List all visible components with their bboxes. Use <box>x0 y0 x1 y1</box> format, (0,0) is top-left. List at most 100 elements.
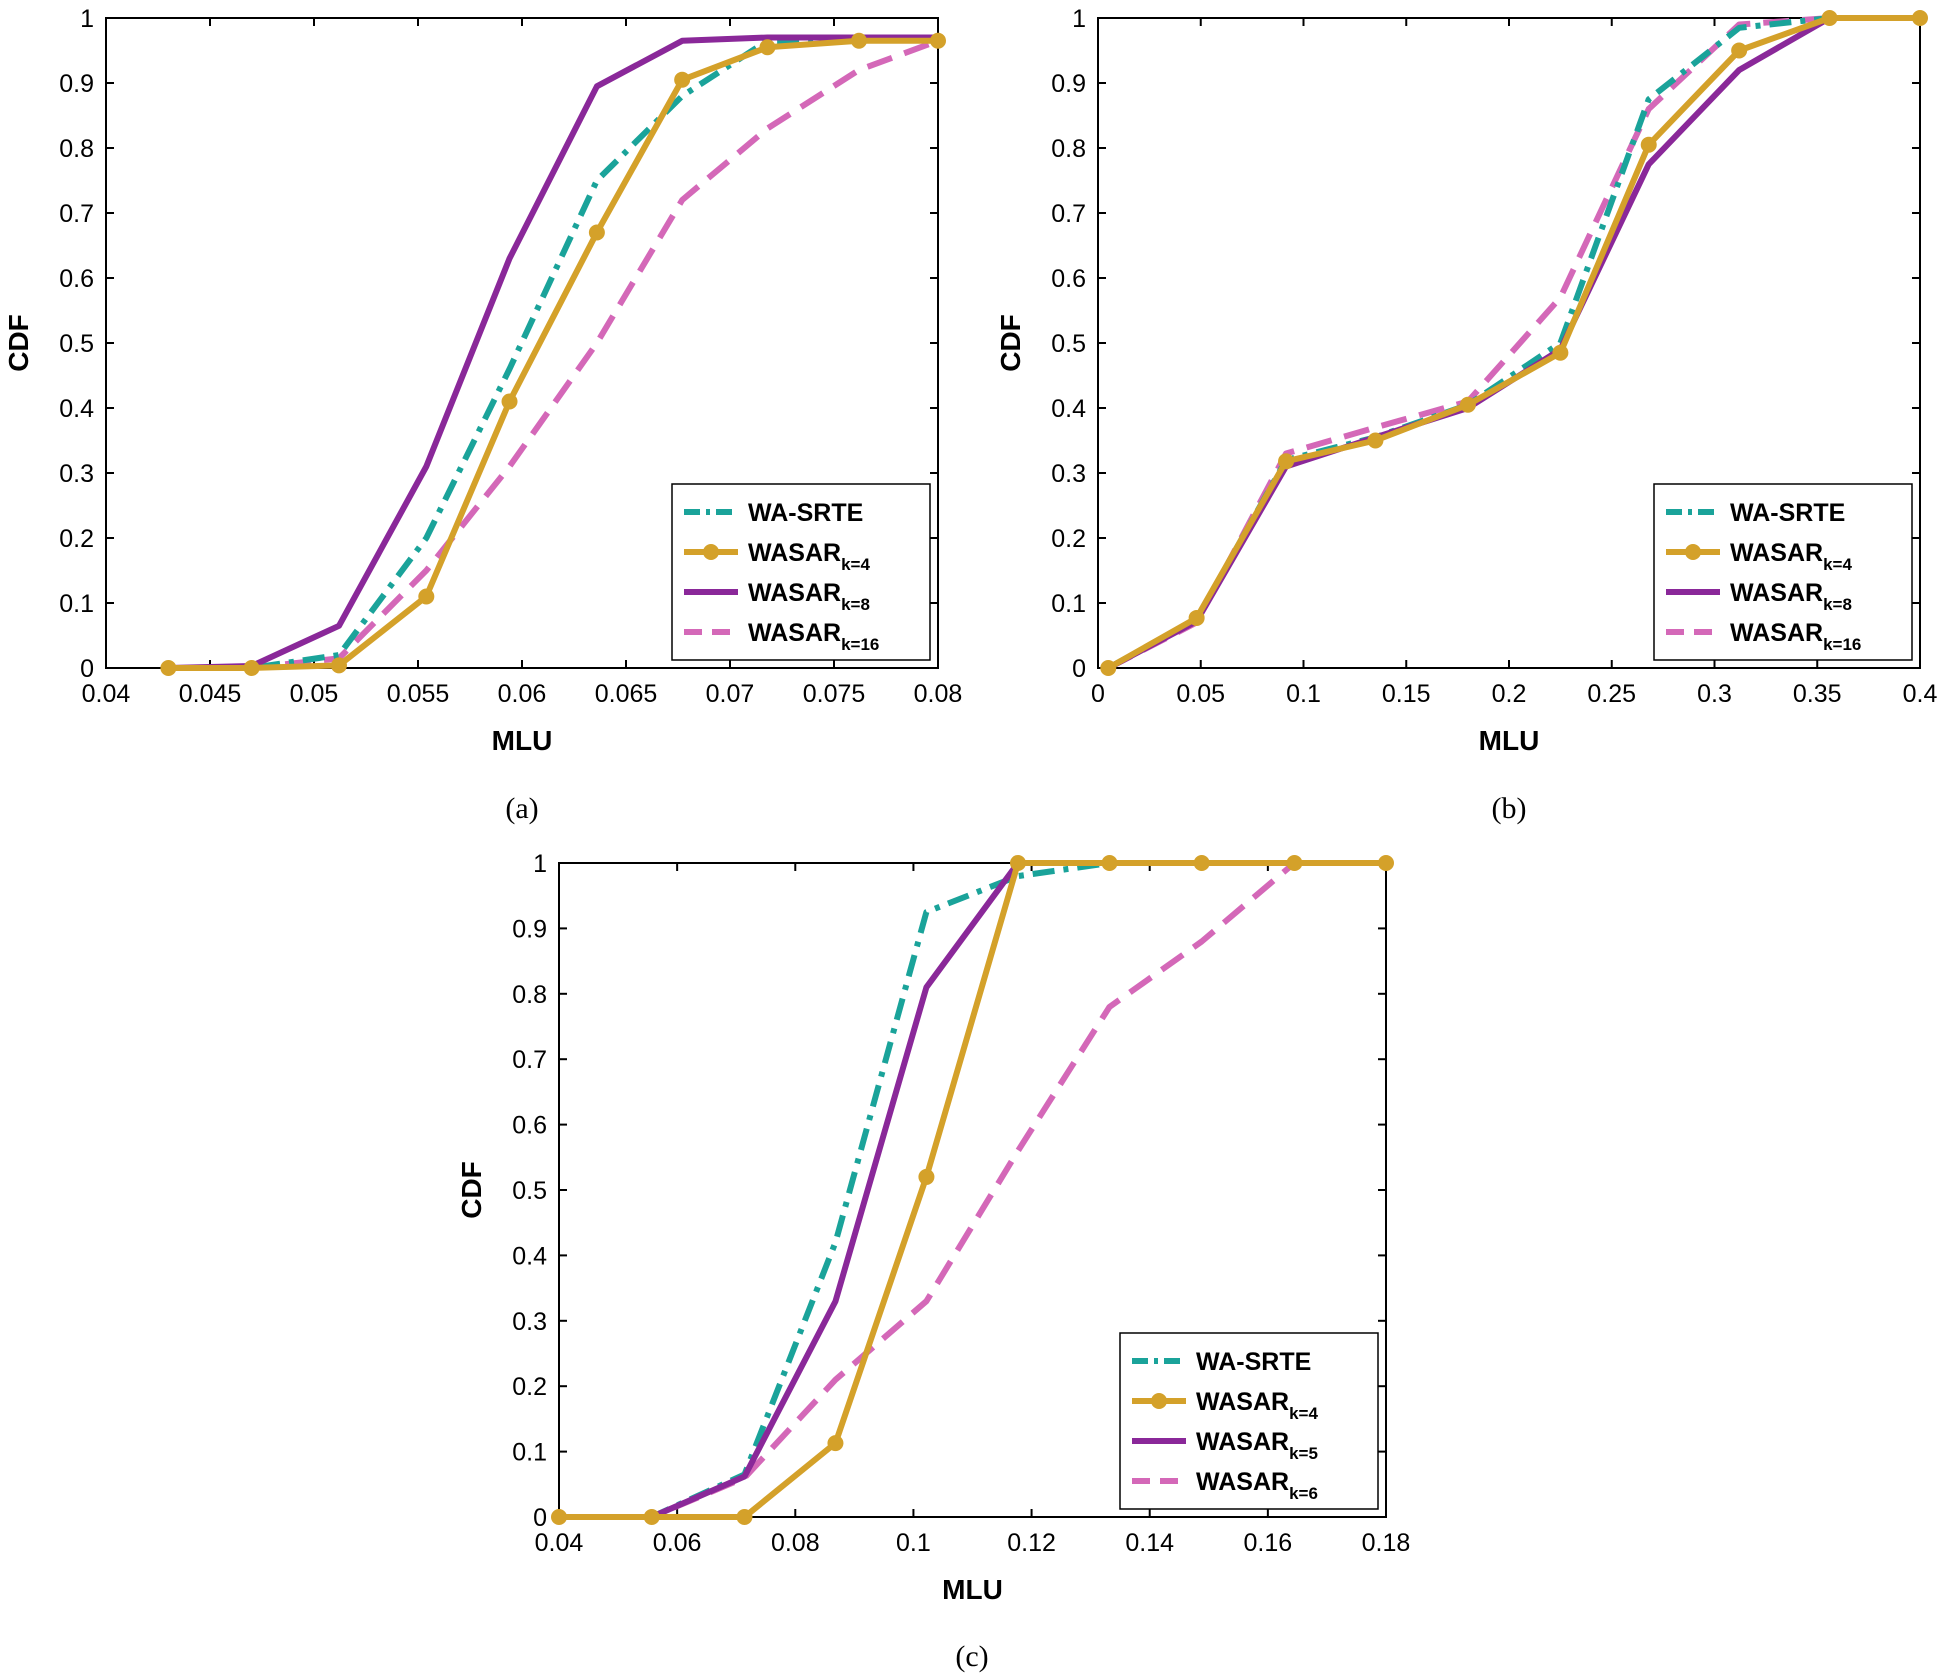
legend-subscript: k=6 <box>1289 1484 1318 1503</box>
series-marker <box>1912 10 1928 26</box>
series-marker <box>1367 432 1384 449</box>
x-axis-title: MLU <box>942 1574 1003 1605</box>
y-tick-label: 0.3 <box>1051 460 1086 488</box>
series-marker <box>1459 396 1476 413</box>
series-marker <box>1286 855 1303 871</box>
x-tick-label: 0.16 <box>1244 1529 1293 1557</box>
x-tick-label: 0.08 <box>771 1529 820 1557</box>
x-tick-label: 0.18 <box>1362 1529 1411 1557</box>
y-tick-label: 0.9 <box>512 915 547 943</box>
series-marker <box>1821 10 1838 26</box>
y-tick-label: 0.8 <box>59 135 94 163</box>
y-tick-label: 0.1 <box>59 590 94 618</box>
x-tick-label: 0.045 <box>179 680 242 708</box>
y-tick-label: 0.4 <box>512 1242 547 1270</box>
series-line-wasar-k-4 <box>1106 15 1920 671</box>
x-tick-label: 0.05 <box>290 680 339 708</box>
x-tick-label: 0.07 <box>706 680 755 708</box>
y-tick-label: 0.6 <box>512 1112 547 1140</box>
y-tick-label: 0.5 <box>512 1177 547 1205</box>
y-tick-label: 0.4 <box>1051 395 1086 423</box>
y-tick-label: 1 <box>1072 5 1086 33</box>
chart-1: 0 0.1 0.2 0.3 0.4 0.5 0.6 0.7 0.8 0.9 1 0.04 0.045 0.… <box>3 5 962 825</box>
x-axis-title: MLU <box>492 725 553 756</box>
y-tick-label: 1 <box>80 5 94 33</box>
series-marker <box>643 1509 660 1525</box>
y-tick-label: 0.3 <box>59 460 94 488</box>
series-marker <box>1188 609 1205 626</box>
y-tick-label: 0.9 <box>1051 70 1086 98</box>
series-line-wasar-k-4 <box>559 860 1386 1520</box>
series-marker <box>930 32 946 49</box>
x-tick-label: 0.1 <box>1286 680 1321 708</box>
series-marker <box>501 393 518 410</box>
series-marker <box>1278 453 1295 470</box>
x-tick-label: 0 <box>1091 680 1105 708</box>
series-marker <box>1640 136 1657 153</box>
series-marker <box>1552 344 1569 361</box>
chart-2: 0 0.1 0.2 0.3 0.4 0.5 0.6 0.7 0.8 0.9 1 0 0.05 0.1 0.1… <box>995 5 1937 825</box>
legend-entry: WA-SRTE <box>1730 499 1845 527</box>
y-tick-label: 0.9 <box>59 70 94 98</box>
legend-subscript: k=8 <box>841 595 870 614</box>
x-tick-label: 0.06 <box>498 680 547 708</box>
y-tick-label: 0.2 <box>1051 525 1086 553</box>
series-marker <box>1009 855 1026 871</box>
y-axis-title: CDF <box>3 314 34 372</box>
series-marker <box>1193 855 1210 871</box>
panel-caption: (a) <box>505 792 538 825</box>
y-tick-label: 0.1 <box>512 1439 547 1467</box>
legend-subscript: k=4 <box>841 555 870 574</box>
y-tick-label: 0.5 <box>1051 330 1086 358</box>
legend-marker <box>1151 1393 1167 1409</box>
legend-subscript: k=4 <box>1823 555 1852 574</box>
chart-3: 0 0.1 0.2 0.3 0.4 0.5 0.6 0.7 0.8 0.9 1 0.04 0.06 0.0… <box>456 850 1410 1673</box>
legend-entry: WA-SRTE <box>748 499 863 527</box>
y-tick-label: 0.2 <box>59 525 94 553</box>
x-tick-label: 0.25 <box>1587 680 1636 708</box>
series-marker <box>588 224 605 241</box>
y-axis-title: CDF <box>456 1161 487 1219</box>
y-tick-label: 0.7 <box>59 200 94 228</box>
series-marker <box>736 1509 753 1525</box>
y-axis-title: CDF <box>995 314 1026 372</box>
series-line-wasar-k-16 <box>168 37 940 671</box>
y-tick-label: 0.8 <box>512 981 547 1009</box>
x-tick-label: 0.08 <box>914 680 963 708</box>
legend-marker <box>703 544 719 560</box>
series-marker <box>1101 855 1118 871</box>
y-tick-label: 1 <box>533 850 547 878</box>
series-marker <box>1731 42 1748 59</box>
y-tick-label: 0.6 <box>59 265 94 293</box>
x-tick-label: 0.05 <box>1176 680 1225 708</box>
legend-subscript: k=4 <box>1289 1404 1318 1423</box>
series-marker <box>551 1509 567 1525</box>
x-tick-label: 0.15 <box>1382 680 1431 708</box>
series-marker <box>1378 855 1394 871</box>
legend-subscript: k=5 <box>1289 1444 1318 1463</box>
y-tick-label: 0.6 <box>1051 265 1086 293</box>
series-marker <box>1100 660 1117 676</box>
x-tick-label: 0.055 <box>387 680 450 708</box>
legend-box <box>1119 1332 1379 1510</box>
series-line-wasar-k-4 <box>168 37 938 671</box>
x-tick-label: 0.1 <box>896 1529 931 1557</box>
y-tick-label: 0 <box>533 1504 547 1532</box>
x-tick-label: 0.12 <box>1007 1529 1056 1557</box>
x-tick-label: 0.075 <box>803 680 866 708</box>
series-marker <box>160 660 177 676</box>
series-marker <box>850 32 867 49</box>
x-tick-label: 0.065 <box>595 680 658 708</box>
panel-caption: (c) <box>955 1640 988 1673</box>
y-tick-label: 0.1 <box>1051 590 1086 618</box>
series-marker <box>418 588 435 605</box>
series-marker <box>330 657 347 674</box>
series-marker <box>918 1168 935 1185</box>
legend-subscript: k=8 <box>1823 595 1852 614</box>
legend-marker <box>1685 544 1701 560</box>
x-tick-label: 0.2 <box>1492 680 1527 708</box>
series-marker <box>759 39 776 56</box>
y-tick-label: 0 <box>80 655 94 683</box>
series-marker <box>243 660 260 676</box>
